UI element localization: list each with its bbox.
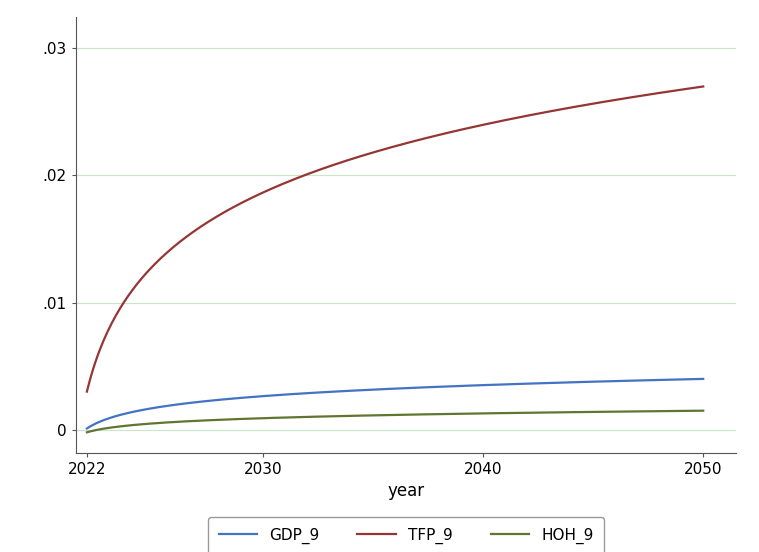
GDP_9 xyxy=(641,377,650,384)
TFP_9 xyxy=(699,83,708,90)
GDP_9 xyxy=(84,424,93,431)
TFP_9 xyxy=(447,129,456,135)
GDP_9 xyxy=(459,383,468,389)
HOH_9 xyxy=(447,411,456,417)
Line: TFP_9: TFP_9 xyxy=(87,87,704,391)
TFP_9 xyxy=(641,92,650,98)
TFP_9 xyxy=(459,126,468,132)
TFP_9 xyxy=(83,388,92,395)
TFP_9 xyxy=(84,380,93,387)
GDP_9 xyxy=(447,383,456,390)
Line: HOH_9: HOH_9 xyxy=(87,411,704,432)
GDP_9 xyxy=(83,425,92,432)
TFP_9 xyxy=(602,98,611,105)
HOH_9 xyxy=(83,429,92,436)
HOH_9 xyxy=(641,408,650,415)
GDP_9 xyxy=(449,383,458,390)
HOH_9 xyxy=(602,408,611,415)
Line: GDP_9: GDP_9 xyxy=(87,379,704,428)
GDP_9 xyxy=(602,378,611,385)
HOH_9 xyxy=(84,428,93,435)
HOH_9 xyxy=(449,411,458,417)
TFP_9 xyxy=(449,128,458,135)
GDP_9 xyxy=(699,375,708,382)
X-axis label: year: year xyxy=(388,482,424,500)
HOH_9 xyxy=(699,407,708,414)
Legend: GDP_9, TFP_9, HOH_9: GDP_9, TFP_9, HOH_9 xyxy=(208,517,604,552)
HOH_9 xyxy=(459,410,468,417)
